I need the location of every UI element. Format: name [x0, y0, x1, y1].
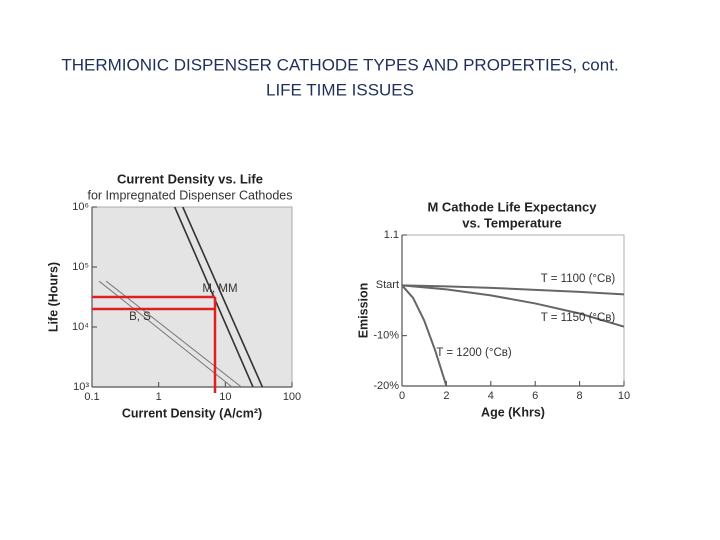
series-label: M, MM	[202, 283, 237, 295]
series-label: T = 1100 (°Cʙ)	[541, 273, 616, 285]
series-label: B, S	[129, 311, 151, 323]
series-line	[105, 280, 242, 387]
slide-title: LIFE TIME ISSUES	[266, 80, 414, 99]
y-tick-label: -10%	[373, 330, 399, 342]
x-tick-label: 100	[283, 391, 301, 403]
chart-subtitle: vs. Temperature	[462, 215, 561, 230]
y-tick-label: 10⁴	[72, 321, 89, 333]
x-tick-label: 10	[618, 390, 630, 402]
y-axis-label: Life (Hours)	[46, 262, 60, 332]
y-tick-label: 1.1	[384, 229, 399, 241]
y-tick-label: -20%	[373, 380, 399, 392]
series-line	[402, 284, 624, 296]
x-tick-label: 8	[577, 390, 583, 402]
x-tick-label: 2	[443, 390, 449, 402]
series-label: T = 1150 (°Cʙ)	[541, 312, 616, 324]
y-axis-label: Emission	[356, 283, 370, 339]
x-tick-label: 10	[219, 391, 231, 403]
plot-lines	[98, 207, 264, 387]
x-axis-label: Age (Khrs)	[481, 405, 545, 419]
x-tick-label: 0	[399, 390, 405, 402]
y-tick-label: 10⁵	[72, 261, 89, 273]
series-line	[182, 207, 264, 387]
plot-lines	[402, 284, 624, 386]
slide-title: THERMIONIC DISPENSER CATHODE TYPES AND P…	[61, 55, 618, 74]
chart-subtitle: for Impregnated Dispenser Cathodes	[88, 188, 293, 202]
series-line	[98, 280, 233, 387]
chart-title: Current Density vs. Life	[117, 171, 263, 186]
series-line	[402, 284, 624, 328]
x-axis-label: Current Density (A/cm²)	[122, 406, 262, 420]
series-line	[402, 284, 448, 386]
x-tick-label: 4	[488, 390, 494, 402]
x-tick-label: 0.1	[84, 391, 99, 403]
x-tick-label: 1	[156, 391, 162, 403]
series-label: T = 1200 (°Cʙ)	[436, 347, 512, 359]
y-tick-label: 10⁶	[72, 201, 89, 213]
y-tick-label: Start	[376, 279, 399, 291]
chart-title: M Cathode Life Expectancy	[427, 199, 597, 214]
plot-area	[401, 234, 625, 387]
y-tick-label: 10³	[73, 381, 89, 393]
x-tick-label: 6	[532, 390, 538, 402]
